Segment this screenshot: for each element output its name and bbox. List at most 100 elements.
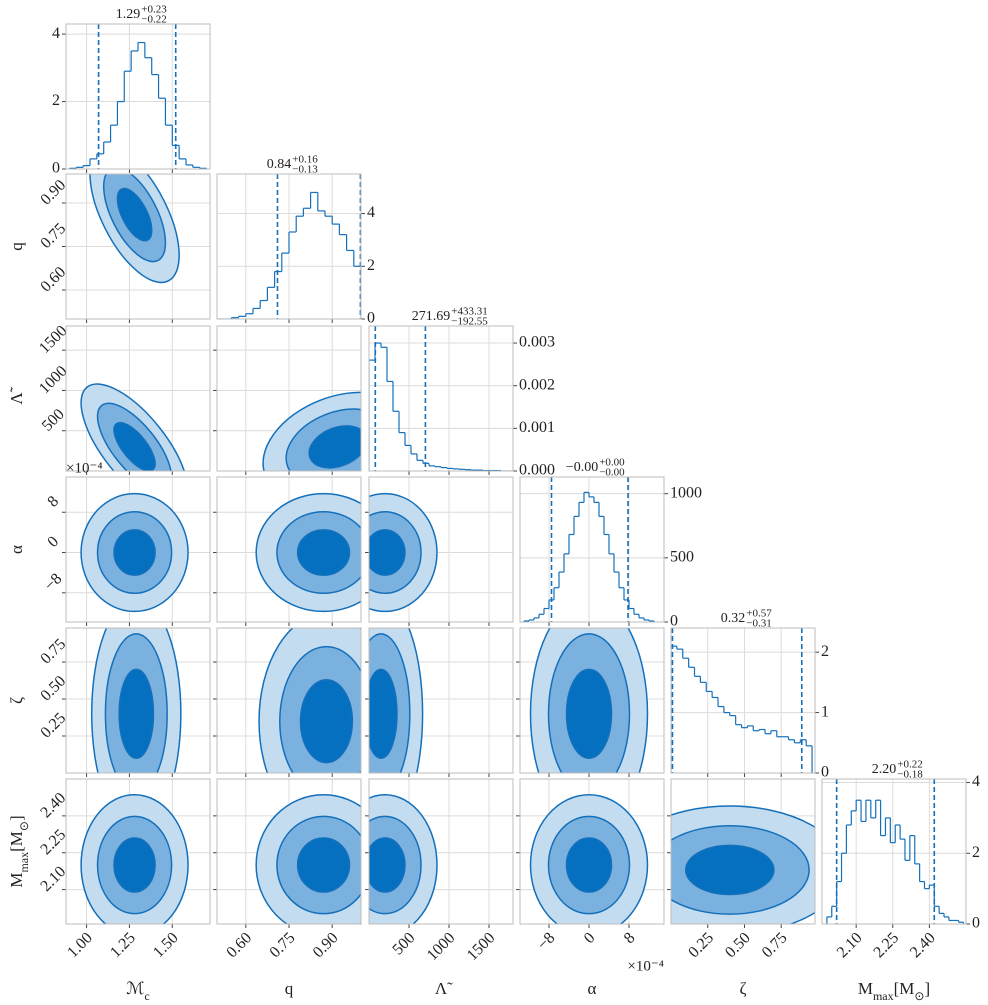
panel-frame — [216, 325, 362, 472]
panel-title-plus: +0.22 — [897, 759, 922, 771]
axis-label-part: α — [7, 545, 26, 554]
y-tick-label: 0.25 — [37, 710, 69, 742]
y-tick-label: 0.60 — [37, 264, 69, 296]
offset-label: ×10⁻⁴ — [66, 460, 103, 476]
axis-label-part: ] — [7, 815, 26, 821]
panel: 0 2 4 1.29 +0.23−0.22 — [52, 4, 211, 177]
y-tick-label: 0.002 — [519, 376, 555, 393]
contour-level — [113, 421, 156, 471]
axis-label-part: α — [588, 979, 597, 998]
panel-frame — [216, 173, 362, 320]
contour-level — [565, 837, 613, 893]
panel-content — [671, 628, 815, 773]
y-tick-label: 2 — [52, 92, 60, 109]
axis-label: Λ̃ — [435, 979, 453, 998]
axis-label: Mmax[M⊙] — [7, 815, 31, 887]
panel-content — [520, 628, 664, 773]
y-tick-label: 1000 — [36, 363, 71, 398]
axis-label-part: Λ̃ — [435, 979, 453, 998]
panel-frame — [65, 627, 211, 774]
contour-level — [118, 668, 155, 759]
panel-frame — [368, 627, 514, 774]
axis-label-part: q — [7, 242, 26, 251]
axis-label: q — [285, 979, 294, 998]
panel-content — [217, 326, 361, 471]
panel-title-plus: +0.00 — [599, 457, 625, 469]
panel-content — [217, 628, 361, 773]
axis-label-part: ⊙ — [914, 989, 924, 1003]
y-tick-label: 2.10 — [37, 863, 69, 895]
panel-title-minus: −0.31 — [746, 618, 771, 630]
contour-level — [369, 837, 406, 893]
panel: 0 2 4 0.84 +0.16−0.13 — [216, 154, 375, 327]
y-tick-label: −8 — [41, 570, 65, 594]
axis-label-part: [M — [7, 831, 26, 852]
axis-label-part: ζ — [739, 979, 746, 998]
panel-content — [822, 779, 966, 924]
panel-content — [66, 174, 210, 319]
panel-frame — [65, 325, 211, 472]
panel-title-minus: −192.55 — [451, 316, 488, 328]
y-tick-label: 2 — [367, 257, 375, 274]
panel-frame — [65, 778, 211, 925]
axis-label-part: max — [17, 852, 31, 873]
x-tick-label: 0 — [581, 929, 599, 947]
x-tick-label: 0.25 — [685, 929, 717, 961]
x-tick-label: 2.40 — [907, 929, 939, 961]
x-tick-label: 0.75 — [267, 929, 299, 961]
y-tick-label: 2 — [821, 643, 829, 660]
axis-label-part: ζ — [7, 697, 26, 704]
panel-frame — [65, 173, 211, 320]
y-tick-label: 1500 — [36, 322, 71, 357]
panel-content — [66, 779, 210, 924]
panel-content — [66, 326, 210, 471]
panel-frame — [519, 778, 665, 925]
y-tick-label: 8 — [44, 493, 62, 511]
axis-label-part: M — [7, 873, 26, 888]
axis-label-part: M — [858, 979, 873, 998]
x-tick-label: 0.75 — [759, 929, 791, 961]
panel-frame — [65, 23, 211, 170]
panel — [365, 627, 514, 777]
contour-level — [299, 679, 354, 764]
y-tick-label: 4 — [972, 773, 980, 790]
axis-label: α — [7, 545, 26, 554]
y-tick-label: 1 — [821, 703, 829, 720]
panel-title-plus: +0.23 — [141, 4, 167, 16]
y-tick-label: 0 — [44, 533, 62, 551]
y-tick-label: 4 — [52, 25, 60, 42]
panel-frame — [216, 627, 362, 774]
panel-title: −0.00 — [566, 460, 598, 475]
x-tick-label: 2.25 — [870, 929, 902, 961]
panel — [516, 627, 665, 777]
contour-level — [296, 837, 351, 893]
axis-label-part: ] — [924, 979, 930, 998]
axis-label: q — [7, 242, 26, 251]
panel — [213, 476, 362, 626]
panel-title: 0.32 — [721, 611, 746, 626]
contour-level — [565, 668, 613, 759]
contour-level — [113, 837, 156, 893]
x-tick-label: 0.50 — [722, 929, 754, 961]
x-tick-label: 1500 — [464, 929, 499, 964]
panel: 2.10 2.25 2.40 0 2 4 2.20 +0.22−0.18 — [821, 759, 980, 961]
panel-content — [66, 477, 210, 622]
panel-content — [217, 779, 361, 924]
panel-title: 0.84 — [267, 157, 292, 172]
y-tick-label: 0 — [972, 915, 980, 932]
panel-frame — [670, 627, 816, 774]
panel-title: 271.69 — [412, 309, 451, 324]
panel-title-plus: +0.16 — [292, 154, 318, 166]
panel: 0.60 0.75 0.90 — [213, 778, 362, 961]
y-tick-label: 0.000 — [519, 462, 555, 479]
y-tick-label: 0 — [670, 613, 678, 630]
panel — [213, 325, 362, 475]
panel-content — [369, 477, 513, 622]
panel — [365, 476, 514, 626]
y-tick-label: 1000 — [670, 484, 702, 501]
panel-title-minus: −0.13 — [292, 164, 318, 176]
x-tick-label: 1.50 — [150, 929, 182, 961]
panel-title: 1.29 — [116, 7, 141, 22]
y-tick-label: 0.75 — [37, 636, 69, 668]
